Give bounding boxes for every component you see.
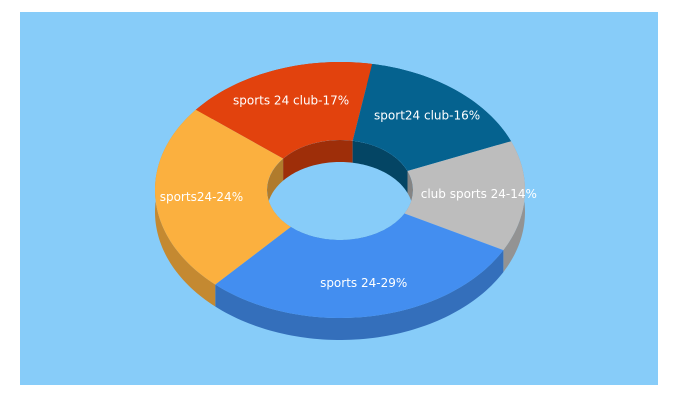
slice <box>352 63 512 171</box>
slice-inner-side <box>352 140 408 193</box>
slice-label: sport24 club-16% <box>374 108 480 122</box>
slice <box>404 141 525 251</box>
slice-label: sports 24-29% <box>320 276 407 290</box>
slice-label: sports 24 club-17% <box>233 94 349 108</box>
slice-side <box>215 250 504 340</box>
slice <box>155 109 291 285</box>
slice-label: club sports 24-14% <box>421 187 537 201</box>
slice <box>215 213 504 318</box>
slice-inner-side <box>283 140 353 181</box>
slice-label: sports24-24% <box>160 190 243 204</box>
slice <box>195 62 373 159</box>
